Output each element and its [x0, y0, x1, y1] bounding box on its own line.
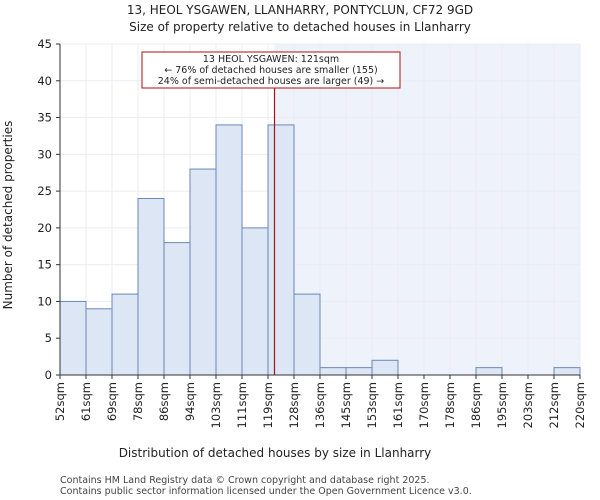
y-tick-label: 20 — [37, 221, 52, 235]
bar — [267, 124, 295, 376]
x-tick-label: 178sqm — [443, 382, 457, 428]
y-tick-label: 35 — [37, 111, 52, 125]
y-tick-labels: 0 5 10 15 20 25 30 35 40 45 — [37, 37, 60, 382]
x-tick-label: 128sqm — [287, 382, 301, 428]
x-tick-label: 111sqm — [235, 382, 249, 428]
x-tick-label: 195sqm — [495, 382, 509, 428]
x-tick-label: 78sqm — [131, 382, 145, 421]
y-tick-label: 40 — [37, 74, 52, 88]
footer-line-1: Contains HM Land Registry data © Crown c… — [60, 475, 430, 486]
x-tick-label: 86sqm — [157, 382, 171, 421]
bar — [345, 367, 373, 376]
x-tick-label: 153sqm — [365, 382, 379, 428]
annotation-box: 13 HEOL YSGAWEN: 121sqm ← 76% of detache… — [141, 51, 401, 89]
x-tick-label: 220sqm — [573, 382, 587, 428]
bar — [319, 367, 347, 376]
x-tick-labels: 52sqm 61sqm 69sqm 78sqm 86sqm 94sqm 103sqm 111s… — [53, 375, 587, 428]
bar — [241, 227, 269, 376]
y-tick-label: 5 — [45, 331, 52, 345]
bar — [137, 197, 165, 376]
bar — [293, 293, 321, 376]
x-tick-label: 52sqm — [53, 382, 67, 421]
y-tick-label: 15 — [37, 258, 52, 272]
x-tick-label: 145sqm — [339, 382, 353, 428]
x-tick-label: 103sqm — [209, 382, 223, 428]
x-tick-label: 170sqm — [417, 382, 431, 428]
bar — [475, 367, 503, 376]
annotation-line-3: 24% of semi-detached houses are larger (… — [158, 76, 385, 87]
bar — [111, 293, 139, 376]
footer-line-2: Contains public sector information licen… — [60, 486, 472, 497]
y-tick-label: 30 — [37, 147, 52, 161]
x-tick-label: 61sqm — [79, 382, 93, 421]
y-tick-label: 45 — [37, 37, 52, 51]
x-axis-label: Distribution of detached houses by size … — [119, 446, 432, 460]
x-tick-label: 161sqm — [391, 382, 405, 428]
bar — [59, 300, 87, 376]
y-axis-label: Number of detached properties — [1, 121, 15, 310]
chart-title: 13, HEOL YSGAWEN, LLANHARRY, PONTYCLUN, … — [127, 3, 473, 17]
bar — [85, 308, 113, 376]
annotation-line-1: 13 HEOL YSGAWEN: 121sqm — [203, 54, 339, 65]
x-tick-label: 69sqm — [105, 382, 119, 421]
x-tick-label: 136sqm — [313, 382, 327, 428]
bar — [215, 124, 243, 376]
y-tick-label: 0 — [45, 368, 52, 382]
annotation-line-2: ← 76% of detached houses are smaller (15… — [164, 65, 377, 76]
x-tick-label: 212sqm — [547, 382, 561, 428]
x-tick-label: 186sqm — [469, 382, 483, 428]
y-tick-label: 10 — [37, 294, 52, 308]
bars — [59, 124, 581, 376]
highlight-region — [274, 44, 580, 375]
annotation-border — [141, 51, 401, 89]
bar — [371, 359, 399, 376]
x-tick-label: 94sqm — [183, 382, 197, 421]
bar — [189, 168, 217, 376]
y-tick-label: 25 — [37, 184, 52, 198]
x-tick-label: 119sqm — [261, 382, 275, 428]
x-tick-label: 203sqm — [521, 382, 535, 428]
bar — [163, 242, 191, 376]
chart-subtitle: Size of property relative to detached ho… — [129, 20, 471, 34]
bar — [553, 367, 581, 376]
